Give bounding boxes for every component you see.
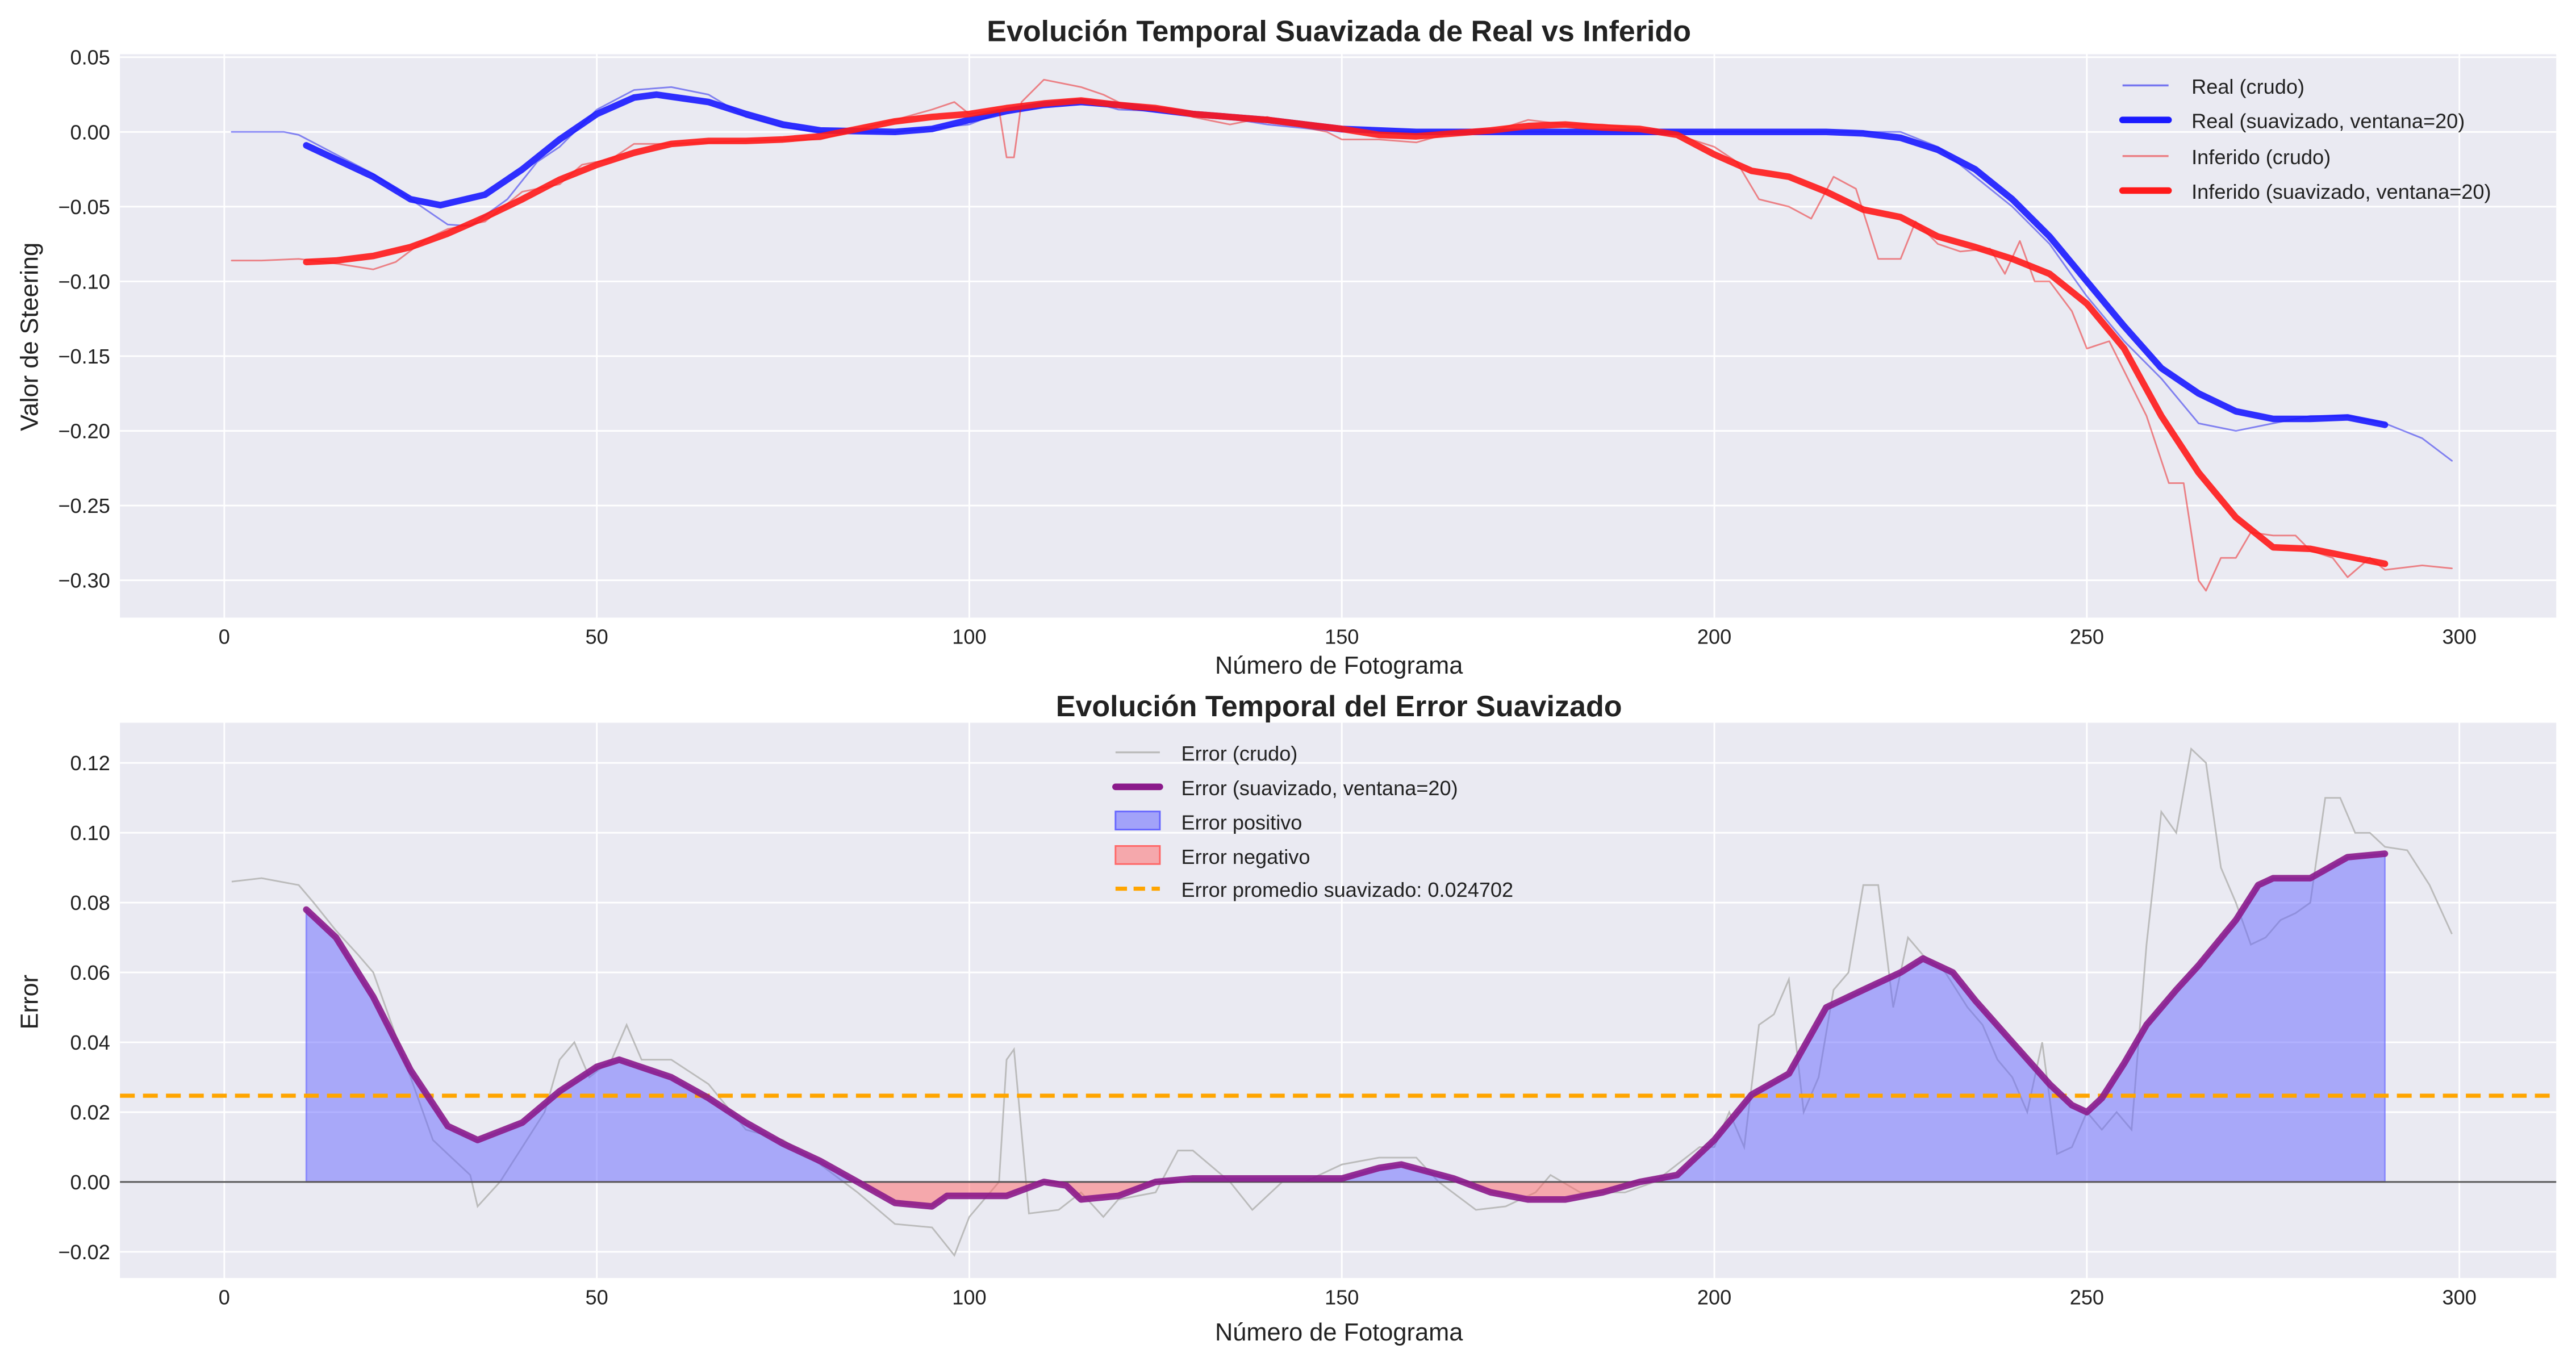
x-axis-label: Número de Fotograma (1215, 652, 1463, 679)
x-tick-label: 50 (586, 1285, 608, 1309)
x-tick-label: 300 (2443, 625, 2477, 649)
legend-label: Error positivo (1181, 811, 1302, 834)
x-tick-label: 300 (2443, 1285, 2477, 1309)
y-tick-label: 0.06 (70, 961, 110, 984)
x-tick-label: 100 (952, 1285, 986, 1309)
legend: Real (crudo) Real (suavizado, ventana=20… (2119, 75, 2491, 203)
plot-area (120, 54, 2557, 618)
legend-label: Error (suavizado, ventana=20) (1181, 776, 1458, 800)
y-tick-label: 0.04 (70, 1031, 110, 1054)
y-tick-label: 0.12 (70, 751, 110, 775)
y-tick-label: −0.25 (58, 494, 110, 517)
legend-label: Inferido (crudo) (2191, 145, 2331, 169)
series-group (231, 78, 2453, 592)
legend-swatch-error-positive (1114, 811, 1161, 830)
series-group (120, 747, 2557, 1257)
legend-label: Real (suavizado, ventana=20) (2191, 110, 2465, 133)
y-tick-label: −0.15 (58, 345, 110, 368)
y-axis-label: Valor de Steering (16, 243, 44, 431)
x-tick-label: 0 (219, 625, 230, 649)
y-tick-label: −0.02 (58, 1240, 110, 1264)
y-tick-label: 0.00 (70, 120, 110, 144)
y-tick-label: 0.08 (70, 891, 110, 914)
legend-label: Error promedio suavizado: 0.024702 (1181, 878, 1514, 901)
legend-label: Error (crudo) (1181, 742, 1298, 765)
x-tick-label: 150 (1325, 625, 1359, 649)
x-axis-label: Número de Fotograma (1215, 1319, 1463, 1346)
steering-plot: 0 50 100 150 200 250 300 0.05 0.00 −0.05 −0.10 −0.1… (16, 15, 2557, 679)
plot-area (120, 722, 2557, 1279)
error-plot: 0 50 100 150 200 250 300 0.12 0.10 0.08 0.06 0.04 0.… (16, 690, 2557, 1346)
chart-title: Evolución Temporal del Error Suavizado (1056, 690, 1622, 723)
x-tick-label: 250 (2070, 625, 2104, 649)
y-tick-label: 0.02 (70, 1101, 110, 1124)
series-line-error-smoothed (303, 850, 2389, 1210)
x-tick-label: 250 (2070, 1285, 2104, 1309)
tick-labels: 0 50 100 150 200 250 300 0.12 0.10 0.08 0.06 0.04 0.… (58, 751, 2476, 1309)
tick-labels: 0 50 100 150 200 250 300 0.05 0.00 −0.05 −0.10 −0.1… (58, 46, 2476, 649)
y-tick-label: −0.20 (58, 420, 110, 443)
y-tick-label: −0.30 (58, 569, 110, 592)
y-tick-label: −0.05 (58, 195, 110, 219)
legend: Error (crudo) Error (suavizado, ventana=… (1112, 742, 1514, 901)
legend-label: Inferido (suavizado, ventana=20) (2191, 180, 2491, 203)
x-tick-label: 200 (1697, 625, 1731, 649)
x-tick-label: 0 (219, 1285, 230, 1309)
y-tick-label: −0.10 (58, 270, 110, 293)
y-tick-label: 0.00 (70, 1171, 110, 1194)
x-tick-label: 50 (586, 625, 608, 649)
x-tick-label: 150 (1325, 1285, 1359, 1309)
y-tick-label: 0.05 (70, 46, 110, 69)
legend-label: Real (crudo) (2191, 75, 2304, 98)
y-tick-label: 0.10 (70, 821, 110, 845)
y-axis-label: Error (16, 975, 44, 1029)
x-tick-label: 200 (1697, 1285, 1731, 1309)
series-line-inferido-suavizado-ventana-20 (303, 97, 2389, 567)
grid (120, 54, 2557, 618)
chart-title: Evolución Temporal Suavizada de Real vs … (987, 15, 1691, 48)
x-tick-label: 100 (952, 625, 986, 649)
legend-swatch-error-negative (1114, 845, 1161, 865)
legend-label: Error negativo (1181, 845, 1310, 868)
